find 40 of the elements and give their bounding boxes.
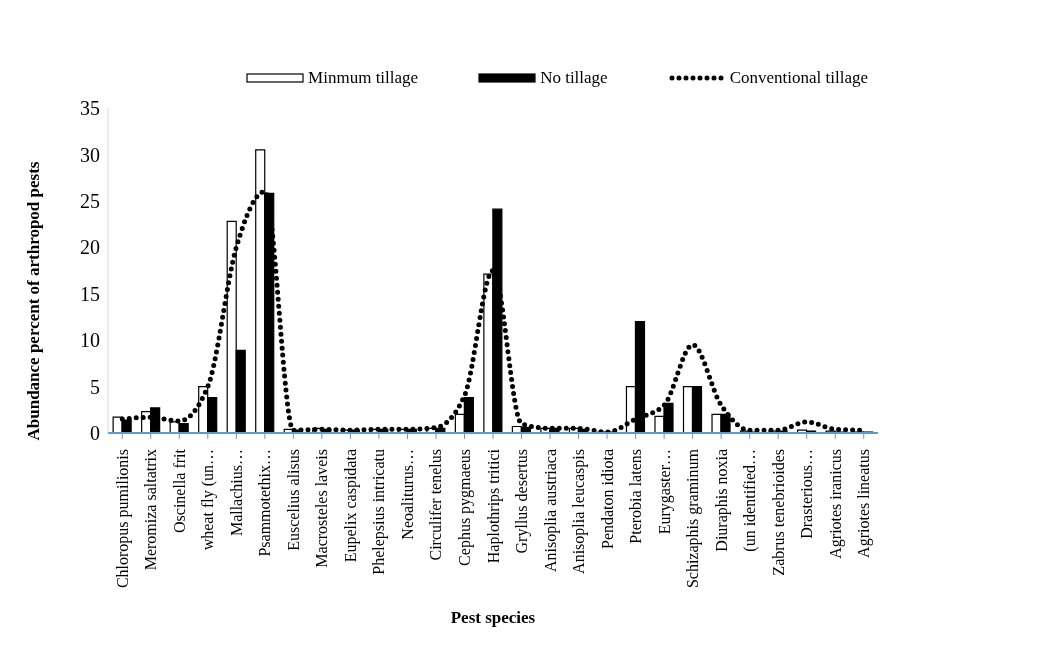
y-tick-label: 10 — [80, 329, 100, 352]
x-axis-title: Pest species — [450, 608, 536, 627]
x-tick-label: Schizaphis graminum — [684, 448, 703, 589]
x-tick-label: Gryllus desertus — [513, 449, 532, 554]
x-tick-label: Drasterious… — [798, 449, 816, 539]
x-tick-label: Diuraphis noxia — [712, 449, 731, 552]
x-tick-label: Macrosteles laveis — [313, 449, 331, 568]
x-tick-label: Neoaliturus… — [398, 449, 416, 540]
y-tick-label: 20 — [80, 236, 100, 259]
x-tick-label: Anisoplia austriaca — [541, 449, 560, 573]
x-tick-label: Haplothrips tritici — [484, 448, 503, 564]
y-tick-label: 25 — [80, 189, 100, 212]
x-tick-label: Oscinella frit — [170, 448, 188, 533]
x-tick-label: Anisoplia leucaspis — [570, 449, 589, 574]
y-tick-label: 0 — [90, 422, 100, 445]
x-tick-label: Pterobia latens — [627, 449, 645, 544]
x-tick-label: Psammotethix… — [256, 449, 274, 557]
x-tick-label: Cephus pygmaeus — [455, 449, 474, 566]
x-tick-label: Eupelix caspidata — [341, 449, 360, 563]
y-tick-label: 35 — [80, 97, 100, 120]
x-tick-label: Eurygaster… — [655, 449, 674, 535]
y-tick-label: 5 — [90, 375, 100, 398]
x-tick-label: Meromiza saltatrix — [142, 449, 160, 571]
y-tick-label: 30 — [80, 143, 100, 166]
legend-label: Conventional tillage — [729, 68, 868, 88]
x-tick-label: Pendaton idiota — [598, 449, 616, 549]
x-tick-label: Agriotes iranicus — [826, 449, 845, 559]
y-axis-title: Abundance percent of arthropod pests — [24, 161, 44, 441]
legend-label: No tillage — [540, 68, 608, 88]
x-tick-label: Phelepsius intricatu — [370, 449, 389, 575]
x-tick-label: Euscelius alisus — [284, 449, 302, 551]
x-tick-label: wheat fly (un… — [199, 449, 218, 551]
x-tick-label: Agriotes lineatus — [855, 449, 874, 558]
legend-label: Minmum tillage — [308, 68, 419, 88]
x-tick-label: Chloropus pumilionis — [113, 449, 132, 589]
x-tick-label: (un identified… — [741, 449, 760, 552]
x-tick-label: Circulifer tenelus — [427, 449, 445, 561]
x-tick-label: Mallachius… — [227, 449, 245, 537]
x-tick-label: Zabrus tenebrioides — [769, 449, 787, 576]
y-tick-label: 15 — [80, 282, 100, 305]
